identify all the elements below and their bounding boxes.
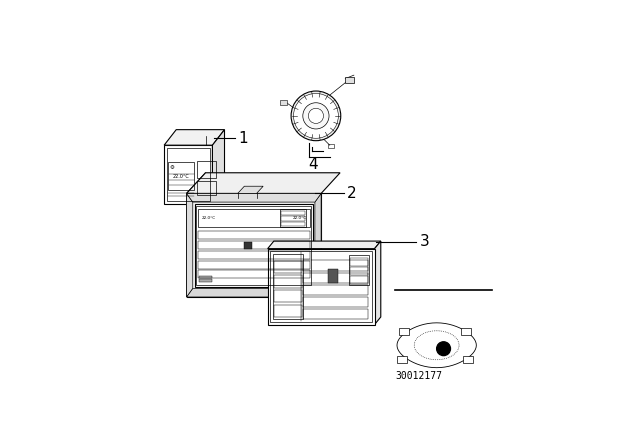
Bar: [350, 267, 368, 275]
Circle shape: [308, 108, 323, 124]
Bar: [303, 260, 368, 271]
Text: 2: 2: [347, 186, 356, 201]
Text: 22.0°C: 22.0°C: [201, 216, 216, 220]
Bar: [196, 206, 312, 285]
Text: 22.0°C: 22.0°C: [292, 216, 307, 220]
Polygon shape: [268, 241, 381, 249]
Bar: [463, 356, 473, 363]
Bar: [281, 216, 305, 221]
Bar: [397, 356, 407, 363]
Polygon shape: [164, 145, 212, 204]
Bar: [198, 209, 310, 227]
Bar: [280, 209, 306, 227]
Bar: [328, 144, 334, 148]
Polygon shape: [237, 186, 263, 194]
Bar: [198, 251, 310, 259]
Bar: [168, 163, 194, 190]
Circle shape: [294, 94, 339, 138]
Text: ⚙: ⚙: [170, 165, 174, 170]
Polygon shape: [187, 173, 340, 194]
Bar: [274, 261, 301, 273]
Text: 4: 4: [308, 157, 318, 172]
Bar: [350, 258, 368, 266]
Bar: [198, 271, 310, 278]
Polygon shape: [187, 173, 205, 297]
Bar: [244, 242, 252, 250]
Polygon shape: [164, 129, 225, 145]
Bar: [198, 279, 212, 282]
Bar: [303, 284, 368, 295]
Bar: [281, 222, 305, 226]
Circle shape: [436, 342, 451, 356]
Bar: [198, 276, 212, 278]
Bar: [281, 211, 305, 215]
Polygon shape: [315, 194, 321, 297]
Polygon shape: [374, 241, 381, 324]
Bar: [328, 269, 338, 283]
Polygon shape: [212, 129, 225, 204]
Bar: [274, 276, 301, 288]
Polygon shape: [397, 323, 476, 368]
Circle shape: [291, 91, 340, 141]
Bar: [303, 297, 368, 307]
Bar: [303, 309, 368, 319]
Text: 22.0°C: 22.0°C: [173, 174, 190, 179]
Bar: [345, 77, 354, 83]
Bar: [399, 328, 409, 335]
Bar: [273, 254, 303, 319]
Bar: [270, 251, 372, 322]
Bar: [198, 231, 310, 239]
Polygon shape: [268, 249, 374, 324]
Polygon shape: [187, 194, 321, 202]
Bar: [198, 261, 310, 268]
Polygon shape: [414, 331, 459, 360]
Bar: [349, 255, 369, 285]
Bar: [274, 290, 301, 302]
Circle shape: [303, 103, 329, 129]
Text: 30012177: 30012177: [396, 371, 442, 381]
Bar: [303, 272, 368, 283]
Polygon shape: [195, 204, 313, 287]
Bar: [350, 276, 368, 284]
Polygon shape: [187, 194, 321, 297]
Bar: [274, 305, 301, 317]
Bar: [280, 100, 287, 105]
Text: 1: 1: [238, 131, 248, 146]
Polygon shape: [187, 289, 321, 297]
Polygon shape: [187, 194, 193, 297]
Bar: [198, 241, 310, 249]
Bar: [197, 161, 216, 178]
Bar: [167, 148, 210, 201]
Bar: [197, 181, 216, 195]
Bar: [461, 328, 471, 335]
Text: 3: 3: [419, 234, 429, 249]
